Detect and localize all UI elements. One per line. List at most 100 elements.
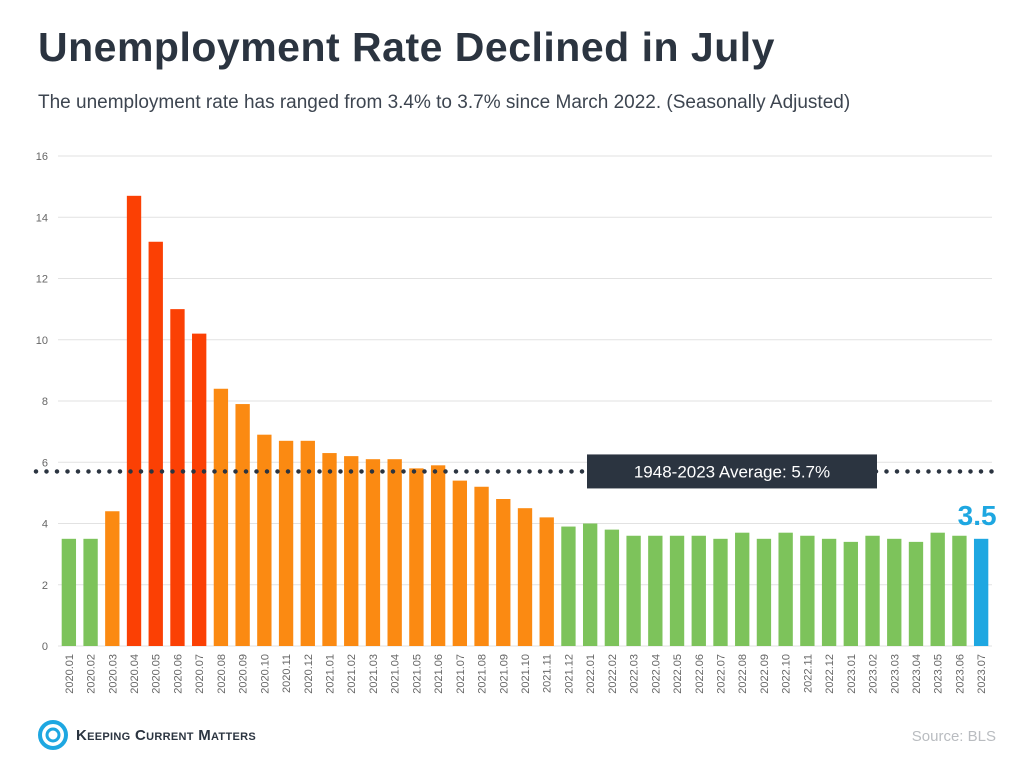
bar <box>365 459 381 646</box>
x-tick-label: 2020.12 <box>303 654 315 694</box>
bar <box>756 538 772 646</box>
bar <box>843 541 858 646</box>
bar <box>930 532 945 646</box>
x-tick-label: 2020.08 <box>216 654 228 694</box>
bar <box>148 241 163 646</box>
bar <box>735 532 750 646</box>
bar <box>409 468 424 646</box>
bar <box>648 535 663 646</box>
bar <box>973 538 989 646</box>
x-tick-label: 2021.04 <box>390 654 402 694</box>
bar <box>865 535 880 646</box>
average-label-box <box>587 454 877 489</box>
x-tick-label: 2023.03 <box>889 654 901 694</box>
bar <box>170 309 185 646</box>
x-tick-label: 2021.05 <box>411 654 423 694</box>
bar <box>344 456 359 646</box>
x-tick-label: 2022.12 <box>824 654 836 694</box>
bar <box>257 434 272 646</box>
bar <box>322 453 337 646</box>
x-tick-label: 2022.08 <box>737 654 749 694</box>
bar <box>908 541 924 646</box>
kcm-logo-icon <box>38 720 68 750</box>
x-tick-label: 2020.10 <box>259 654 271 694</box>
bar <box>821 538 837 646</box>
y-tick-label: 6 <box>42 457 48 469</box>
bar <box>387 459 402 646</box>
average-label: 1948-2023 Average: 5.7% <box>634 462 830 481</box>
bar <box>561 526 576 646</box>
bar <box>778 532 793 646</box>
y-tick-label: 14 <box>36 212 48 224</box>
x-tick-label: 2022.03 <box>629 654 641 694</box>
x-tick-label: 2023.04 <box>911 654 923 694</box>
bar <box>213 388 229 646</box>
bar <box>604 529 620 646</box>
x-tick-label: 2022.01 <box>585 654 597 694</box>
x-tick-label: 2022.09 <box>759 654 771 694</box>
x-tick-label: 2022.04 <box>650 654 662 694</box>
x-tick-label: 2020.11 <box>281 654 293 693</box>
bar <box>83 538 98 646</box>
bar <box>952 535 967 646</box>
x-tick-label: 2023.01 <box>846 654 858 694</box>
y-tick-label: 12 <box>36 274 48 286</box>
x-tick-label: 2020.05 <box>151 654 163 694</box>
bar <box>278 440 294 646</box>
x-tick-label: 2023.07 <box>976 654 988 694</box>
bar <box>582 523 598 646</box>
bar <box>887 538 902 646</box>
bar <box>61 538 77 646</box>
bar <box>517 508 533 646</box>
x-tick-label: 2021.12 <box>563 654 575 694</box>
x-tick-label: 2022.11 <box>802 654 814 693</box>
x-tick-label: 2023.06 <box>954 654 966 694</box>
x-tick-label: 2020.07 <box>194 654 206 694</box>
x-tick-label: 2020.09 <box>238 654 250 694</box>
source-note: Source: BLS <box>911 728 996 745</box>
bar <box>300 440 315 646</box>
bar <box>452 480 468 646</box>
chart-subtitle: The unemployment rate has ranged from 3.… <box>38 92 851 113</box>
x-tick-label: 2021.01 <box>325 654 337 694</box>
x-tick-label: 2023.02 <box>868 654 880 694</box>
x-tick-label: 2022.07 <box>715 654 727 694</box>
y-tick-label: 8 <box>42 396 48 408</box>
x-tick-label: 2023.05 <box>933 654 945 694</box>
chart-title: Unemployment Rate Declined in July <box>38 24 775 70</box>
bar <box>626 535 641 646</box>
bar <box>126 195 142 646</box>
x-tick-label: 2021.03 <box>368 654 380 694</box>
x-tick-label: 2020.03 <box>107 654 119 694</box>
x-tick-label: 2021.02 <box>346 654 358 694</box>
x-tick-label: 2021.07 <box>455 654 467 694</box>
y-tick-label: 4 <box>42 519 48 531</box>
y-tick-label: 0 <box>42 641 48 653</box>
x-tick-label: 2020.04 <box>129 654 141 694</box>
bar <box>496 499 511 646</box>
highlight-value-label: 3.5 <box>958 500 997 531</box>
bar <box>430 465 446 646</box>
x-tick-label: 2020.02 <box>86 654 98 694</box>
x-tick-label: 2022.06 <box>694 654 706 694</box>
bar <box>192 333 207 646</box>
bar <box>800 535 815 646</box>
x-tick-label: 2020.01 <box>64 654 76 694</box>
x-tick-label: 2022.02 <box>607 654 619 694</box>
bar <box>669 535 685 646</box>
x-tick-label: 2021.09 <box>498 654 510 694</box>
x-tick-label: 2022.05 <box>672 654 684 694</box>
bar <box>691 535 706 646</box>
x-tick-label: 2021.08 <box>477 654 489 694</box>
bar <box>539 517 554 646</box>
bar <box>713 538 728 646</box>
brand-logo: Keeping Current Matters <box>38 720 256 750</box>
x-tick-label: 2020.06 <box>172 654 184 694</box>
y-tick-label: 10 <box>36 335 48 347</box>
x-tick-label: 2022.10 <box>781 654 793 694</box>
bar <box>105 511 120 646</box>
brand-name: Keeping Current Matters <box>76 726 256 744</box>
y-tick-label: 16 <box>36 151 48 163</box>
y-tick-label: 2 <box>42 580 48 592</box>
